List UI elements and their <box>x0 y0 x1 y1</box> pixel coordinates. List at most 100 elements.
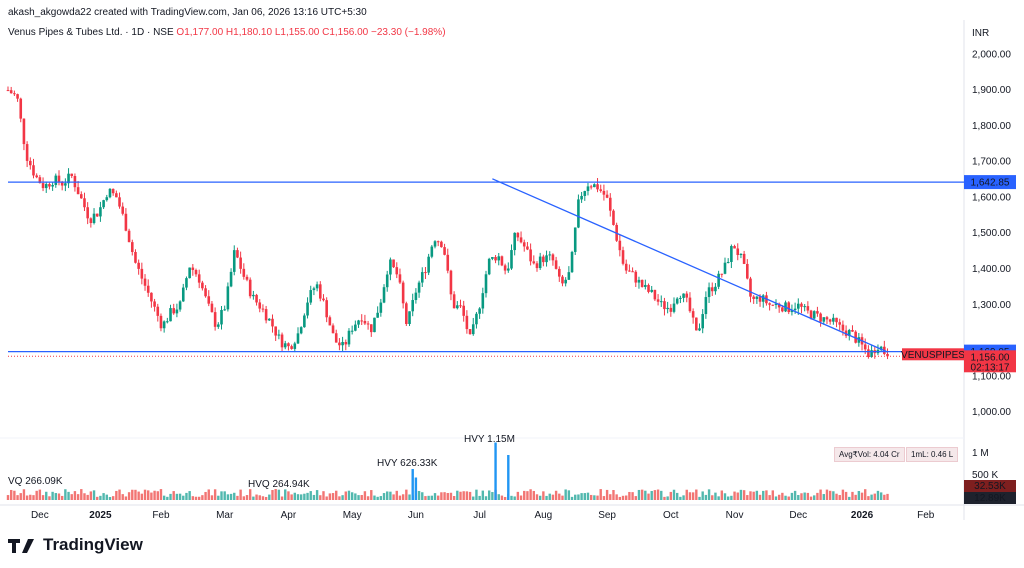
volume-bar <box>118 489 121 500</box>
candle-body <box>382 287 386 303</box>
volume-bar <box>392 494 395 500</box>
x-tick-label: 2026 <box>851 510 874 521</box>
volume-bar <box>809 496 813 500</box>
candle-body <box>663 301 666 310</box>
volume-bar <box>370 490 373 500</box>
volume-bar <box>201 495 204 500</box>
volume-bar <box>401 494 405 500</box>
volume-bar <box>851 491 854 500</box>
candle-body <box>54 175 58 185</box>
candle-body <box>217 324 220 327</box>
candle-body <box>318 284 322 299</box>
candle-body <box>38 177 42 184</box>
volume-bar <box>299 494 303 500</box>
candle-body <box>707 287 711 298</box>
candle-body <box>236 250 239 258</box>
volume-bar <box>350 492 354 500</box>
volume-bar <box>92 490 96 500</box>
volume-bar <box>481 490 485 500</box>
volume-bar <box>848 496 851 500</box>
x-tick-label: Mar <box>216 510 234 521</box>
candle-body <box>538 256 542 269</box>
candle-body <box>392 259 395 268</box>
volume-bar <box>538 495 542 500</box>
candle-body <box>166 321 169 323</box>
volume-bar <box>551 494 555 500</box>
volume-bar <box>771 490 774 500</box>
candle-body <box>522 242 526 247</box>
volume-tag-label: 32.53K <box>974 481 1006 492</box>
candle-body <box>752 296 755 299</box>
volume-bar <box>236 495 239 500</box>
candle-body <box>357 320 360 325</box>
candle-body <box>695 317 698 331</box>
candle-body <box>354 324 357 331</box>
avg-volume-info: Avg₹Vol: 4.04 Cr <box>834 447 905 462</box>
candle-body <box>851 329 854 332</box>
volume-bar <box>194 496 198 500</box>
volume-bar <box>883 494 886 500</box>
candle-body <box>704 297 708 315</box>
candle-body <box>312 288 316 291</box>
candle-body <box>644 284 647 287</box>
volume-bar <box>666 496 669 500</box>
candle-body <box>557 268 561 277</box>
candle-body <box>379 302 383 313</box>
candle-body <box>9 90 13 94</box>
volume-bar <box>465 491 469 500</box>
volume-bar <box>373 495 376 500</box>
volume-bar <box>357 495 360 500</box>
candle-body <box>529 249 532 262</box>
volume-bar <box>672 489 676 500</box>
candle-body <box>159 315 163 329</box>
volume-bar <box>682 495 685 500</box>
volume-bar <box>386 491 389 500</box>
candle-body <box>800 303 803 307</box>
tradingview-logo: TradingView <box>8 533 143 555</box>
candle-body <box>102 200 105 208</box>
volume-bar <box>443 492 446 500</box>
candle-body <box>781 307 784 312</box>
candle-body <box>456 305 459 309</box>
volume-bar <box>730 495 733 500</box>
candle-body <box>405 303 408 324</box>
candle-body <box>793 308 797 311</box>
volume-bar <box>162 495 166 500</box>
volume-bar <box>663 496 666 500</box>
volume-bar <box>726 496 730 500</box>
volume-bar <box>296 494 300 500</box>
x-tick-label: Oct <box>663 510 679 521</box>
volume-bar <box>229 493 233 500</box>
volume-bar <box>35 490 38 500</box>
y-tick-label: 1,500.00 <box>972 228 1011 239</box>
candle-body <box>621 250 625 264</box>
candle-body <box>60 182 64 186</box>
volume-bar <box>478 495 481 500</box>
volume-annotation: VQ 266.09K <box>8 476 63 487</box>
candle-body <box>146 285 150 293</box>
candle-body <box>564 279 567 284</box>
volume-bar <box>714 492 717 500</box>
volume-bar <box>503 496 507 500</box>
volume-bar <box>169 493 172 500</box>
x-tick-label: Nov <box>726 510 744 521</box>
volume-bar <box>774 496 778 500</box>
candle-body <box>714 286 717 292</box>
ohlc-values: O1,177.00 H1,180.10 L1,155.00 C1,156.00 … <box>176 27 446 38</box>
created-line: akash_akgowda22 created with TradingView… <box>8 7 367 18</box>
candle-body <box>494 257 497 261</box>
candle-body <box>398 274 402 283</box>
volume-bar <box>723 493 727 500</box>
symbol-name: Venus Pipes & Tubes Ltd. · 1D · NSE <box>8 27 174 38</box>
volume-bar <box>102 493 105 500</box>
volume-bar <box>121 494 124 500</box>
volume-bar <box>398 495 402 500</box>
volume-bar <box>609 494 612 500</box>
volume-bar <box>127 492 131 500</box>
volume-bar <box>395 490 398 500</box>
volume-bar <box>758 494 762 500</box>
volume-bar <box>131 489 134 500</box>
candle-body <box>430 246 434 257</box>
candle-body <box>277 334 281 336</box>
